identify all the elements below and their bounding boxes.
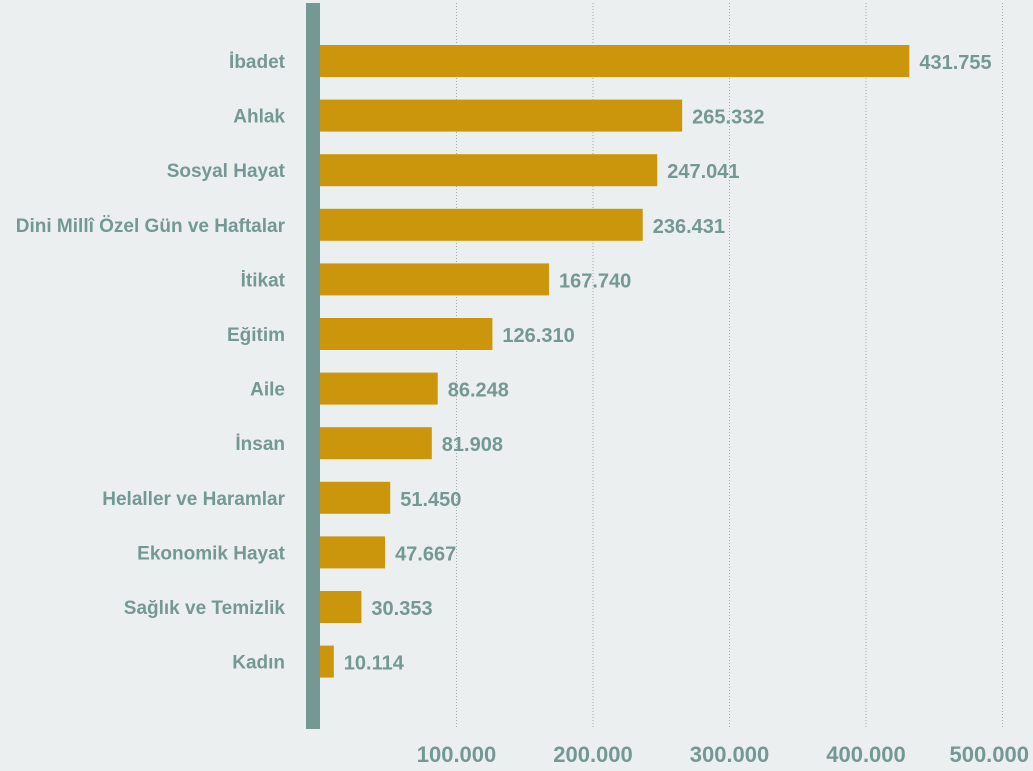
category-label-3: Sosyal Hayat <box>167 161 286 182</box>
value-label-3: 247.041 <box>667 161 739 183</box>
bar-11 <box>320 591 362 623</box>
bar-6 <box>320 318 493 350</box>
category-labels: İbadet Ahlak Sosyal Hayat Dini Millî Özel G… <box>16 52 286 674</box>
category-label-10: Ekonomik Hayat <box>137 543 285 564</box>
x-tick-label-4: 400.000 <box>826 742 906 767</box>
y-axis-line <box>306 3 320 729</box>
value-label-9: 51.450 <box>400 489 461 511</box>
x-tick-labels: 100.000 200.000 300.000 400.000 500.000 <box>417 742 1029 767</box>
x-tick-label-3: 300.000 <box>690 742 770 767</box>
x-tick-label-2: 200.000 <box>553 742 633 767</box>
value-label-6: 126.310 <box>502 325 574 347</box>
category-label-1: İbadet <box>229 52 286 73</box>
bar-2 <box>320 99 683 132</box>
bar-3 <box>320 154 658 187</box>
value-label-1: 431.755 <box>919 52 991 74</box>
bar-7 <box>320 372 438 405</box>
value-label-7: 86.248 <box>448 380 509 402</box>
bar-4 <box>320 208 643 241</box>
bar-8 <box>320 427 432 460</box>
category-label-11: Sağlık ve Temizlik <box>124 598 286 619</box>
value-label-11: 30.353 <box>371 598 432 620</box>
value-label-5: 167.740 <box>559 270 631 292</box>
bar-12 <box>320 645 334 678</box>
value-label-12: 10.114 <box>344 653 405 675</box>
category-label-8: İnsan <box>235 434 285 455</box>
value-label-4: 236.431 <box>653 216 725 238</box>
category-label-9: Helaller ve Haramlar <box>102 489 285 510</box>
bar-1 <box>320 45 910 77</box>
value-label-10: 47.667 <box>395 543 456 565</box>
value-labels: 431.755 265.332 247.041 236.431 167.740 126.3… <box>344 52 992 675</box>
bar-10 <box>320 536 386 569</box>
category-label-12: Kadın <box>232 653 285 674</box>
x-tick-label-1: 100.000 <box>417 742 497 767</box>
value-label-8: 81.908 <box>442 434 503 456</box>
bar-5 <box>320 263 549 296</box>
value-label-2: 265.332 <box>692 107 764 129</box>
category-label-5: İtikat <box>241 270 286 291</box>
category-label-2: Ahlak <box>233 107 285 128</box>
category-label-6: Eğitim <box>227 325 285 346</box>
bars <box>320 45 910 678</box>
bar-9 <box>320 481 391 514</box>
category-label-7: Aile <box>250 380 285 401</box>
category-label-4: Dini Millî Özel Gün ve Haftalar <box>16 216 286 237</box>
x-tick-label-5: 500.000 <box>949 742 1029 767</box>
